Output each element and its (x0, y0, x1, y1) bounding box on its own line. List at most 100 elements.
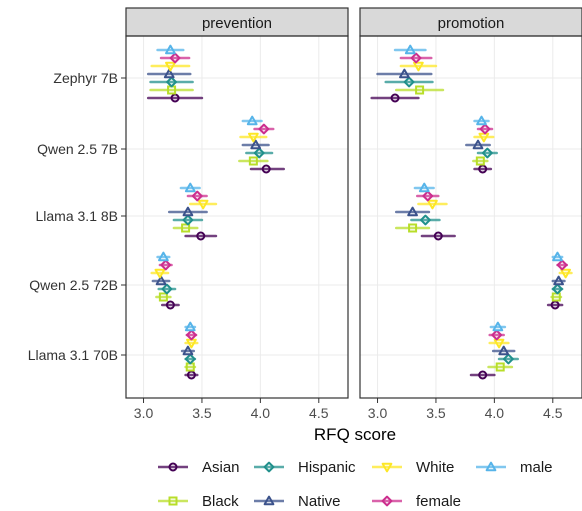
point-white-qwen-2-5-7b (247, 132, 259, 143)
point-hispanic-llama-3-1-70b (503, 353, 514, 365)
legend-label-female: female (416, 493, 461, 510)
series-female-promotion (399, 52, 569, 341)
legend-label-asian: Asian (202, 459, 240, 476)
point-asian-llama-3-1-8b (433, 231, 443, 241)
point-white-llama-3-1-8b (427, 199, 438, 210)
point-female-llama-3-1-8b (422, 190, 434, 202)
x-axis-ticks: 3.0 3.5 4.0 4.5 3.0 3.5 4.0 4.5 (134, 398, 563, 421)
point-white-zephyr-7b (413, 61, 424, 72)
strip-header-prevention (125, 7, 349, 37)
legend-key-black (168, 496, 178, 506)
point-black-llama-3-1-8b (408, 223, 418, 233)
series-male-promotion (393, 44, 564, 332)
point-hispanic-qwen-2-5-7b (253, 147, 265, 159)
legend-label-hispanic: Hispanic (298, 459, 356, 476)
point-female-qwen-2-5-7b (258, 123, 270, 135)
point-male-qwen-2-5-7b (246, 115, 258, 126)
point-native-zephyr-7b (399, 68, 410, 79)
x-tick-label: 3.5 (192, 405, 212, 421)
x-axis-title: RFQ score (314, 425, 396, 444)
strip-header-promotion (359, 7, 582, 37)
point-black-llama-3-1-70b (495, 362, 505, 372)
series-white-prevention (150, 61, 268, 349)
legend-key-white (381, 462, 393, 473)
point-black-zephyr-7b (415, 85, 425, 95)
series-asian-promotion (370, 93, 564, 380)
point-male-qwen-2-5-7b (476, 115, 487, 126)
point-native-qwen-2-5-72b (155, 275, 167, 286)
y-label-llama-3-1-70b: Llama 3.1 70B (28, 347, 118, 363)
point-white-qwen-2-5-72b (560, 268, 572, 279)
point-white-llama-3-1-70b (493, 338, 505, 349)
legend-key-hispanic (263, 461, 275, 473)
panel-border (125, 35, 349, 399)
series-male-prevention (156, 44, 263, 332)
series-black-prevention (149, 85, 269, 372)
point-male-llama-3-1-70b (184, 321, 196, 332)
point-asian-qwen-2-5-7b (261, 164, 271, 174)
point-native-llama-3-1-8b (407, 206, 418, 217)
point-hispanic-llama-3-1-70b (184, 353, 196, 365)
series-native-prevention (146, 68, 270, 356)
point-black-llama-3-1-8b (181, 223, 191, 233)
legend-key-female (381, 495, 393, 507)
point-black-qwen-2-5-72b (158, 292, 168, 302)
model-axis-labels: Zephyr 7B Qwen 2.5 7B Llama 3.1 8B Qwen 2.5… (28, 70, 126, 363)
legend-item-white: White (372, 459, 454, 476)
point-asian-zephyr-7b (390, 93, 400, 103)
legend-key-male (485, 461, 497, 472)
point-asian-llama-3-1-8b (196, 231, 206, 241)
point-female-qwen-2-5-72b (556, 259, 568, 271)
point-hispanic-qwen-2-5-7b (481, 147, 493, 159)
facet-panel-prevention: prevention (125, 7, 349, 399)
point-female-llama-3-1-70b (186, 329, 197, 341)
point-hispanic-zephyr-7b (403, 76, 415, 88)
y-label-llama-3-1-8b: Llama 3.1 8B (36, 208, 119, 224)
point-native-qwen-2-5-7b (250, 139, 262, 150)
x-tick-label: 3.0 (368, 405, 388, 421)
point-female-llama-3-1-70b (491, 329, 503, 341)
legend-item-male: male (476, 459, 553, 476)
point-native-llama-3-1-70b (498, 345, 510, 356)
point-native-qwen-2-5-72b (553, 275, 565, 286)
legend-item-female: female (372, 493, 461, 510)
series-hispanic-promotion (384, 76, 564, 365)
legend-key-native (263, 495, 275, 506)
point-male-qwen-2-5-72b (552, 251, 563, 262)
legend-key-asian (168, 462, 178, 472)
series-black-promotion (394, 85, 563, 372)
point-asian-qwen-2-5-72b (165, 300, 175, 310)
point-native-qwen-2-5-7b (472, 139, 484, 150)
legend-label-native: Native (298, 493, 341, 510)
point-female-zephyr-7b (169, 52, 181, 64)
point-black-qwen-2-5-7b (475, 156, 485, 166)
facet-panels: prevention promotion (125, 7, 582, 399)
point-male-llama-3-1-8b (418, 182, 430, 193)
point-male-zephyr-7b (404, 44, 416, 55)
point-asian-llama-3-1-70b (478, 370, 488, 380)
point-male-zephyr-7b (165, 44, 176, 55)
point-female-zephyr-7b (410, 52, 422, 64)
point-white-qwen-2-5-72b (154, 268, 166, 279)
point-female-qwen-2-5-7b (479, 123, 491, 135)
point-male-qwen-2-5-72b (158, 251, 169, 262)
series-white-promotion (399, 61, 573, 349)
facet-panel-promotion: promotion (359, 7, 582, 399)
y-label-qwen-2-5-72b: Qwen 2.5 72B (29, 277, 118, 293)
point-female-llama-3-1-8b (191, 190, 203, 202)
point-male-llama-3-1-8b (184, 182, 196, 193)
point-hispanic-qwen-2-5-72b (552, 283, 563, 295)
legend-item-asian: Asian (158, 459, 240, 476)
x-tick-label: 4.0 (485, 405, 505, 421)
point-white-zephyr-7b (165, 61, 176, 72)
point-white-qwen-2-5-7b (478, 132, 490, 143)
panel-border (359, 35, 582, 399)
point-hispanic-zephyr-7b (166, 76, 177, 88)
panel-background (360, 36, 582, 398)
point-female-qwen-2-5-72b (160, 259, 172, 271)
point-hispanic-llama-3-1-8b (182, 214, 194, 226)
series-native-promotion (376, 68, 566, 356)
point-hispanic-llama-3-1-8b (420, 214, 431, 226)
strip-label-prevention: prevention (202, 15, 272, 32)
